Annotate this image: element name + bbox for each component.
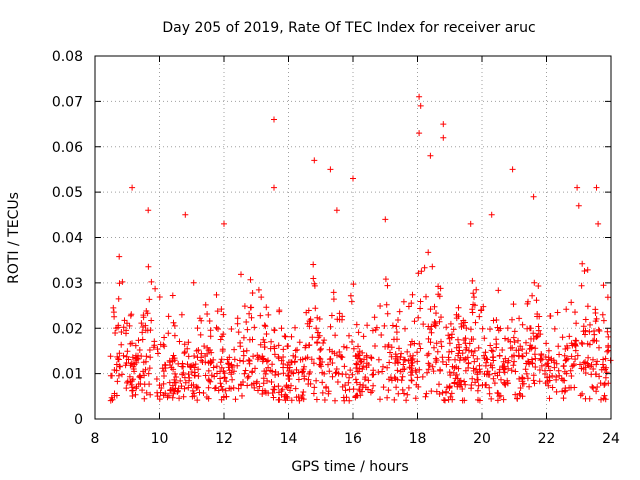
y-tick-label: 0.01	[52, 367, 83, 383]
data-points	[107, 93, 614, 404]
roti-point-markers	[107, 93, 614, 404]
x-tick-label: 14	[280, 431, 298, 447]
y-tick-label: 0.03	[52, 276, 83, 292]
y-tick-label: 0.05	[52, 185, 83, 201]
x-axis-label: GPS time / hours	[291, 459, 408, 475]
x-tick-label: 8	[91, 431, 100, 447]
y-tick-label: 0.04	[52, 231, 83, 247]
chart-title: Day 205 of 2019, Rate Of TEC Index for r…	[162, 20, 535, 36]
x-tick-label: 16	[344, 431, 362, 447]
x-tick-label: 24	[602, 431, 620, 447]
y-tick-label: 0.07	[52, 94, 83, 110]
x-tick-label: 10	[151, 431, 169, 447]
x-tick-label: 12	[215, 431, 233, 447]
y-tick-label: 0.02	[52, 321, 83, 337]
x-tick-label: 18	[409, 431, 427, 447]
y-tick-label: 0	[74, 412, 83, 428]
y-axis-label: ROTI / TECUs	[6, 192, 22, 284]
x-tick-label: 22	[538, 431, 556, 447]
y-tick-label: 0.06	[52, 140, 83, 156]
axis-ticks: 8 10 12 14 16 18 20 22 24 0 0.01 0.02 0.03 0.04 0.05 0.…	[52, 49, 620, 447]
x-tick-label: 20	[473, 431, 491, 447]
y-tick-label: 0.08	[52, 49, 83, 65]
grid-lines	[95, 56, 611, 419]
